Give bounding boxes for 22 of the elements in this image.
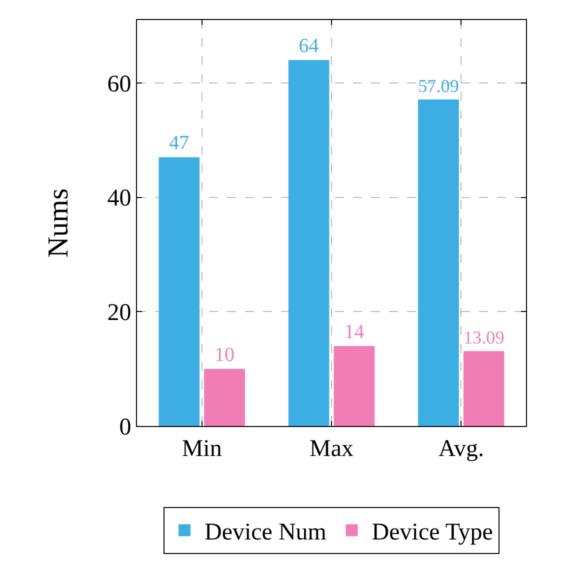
bar: [288, 60, 330, 426]
bar: [418, 100, 459, 426]
y-axis-title: Nums: [42, 188, 75, 258]
legend-label: Device Type: [372, 520, 493, 546]
data-label: 47: [169, 132, 190, 154]
x-tick-label: Min: [182, 436, 222, 462]
y-tick-label: 0: [119, 414, 132, 440]
bar: [334, 346, 375, 426]
y-tick-label: 20: [107, 300, 132, 326]
legend-label: Device Num: [204, 520, 327, 546]
data-label: 13.09: [463, 328, 504, 348]
bar: [158, 157, 200, 426]
y-tick-label: 60: [107, 71, 132, 98]
y-tick-label: 40: [107, 186, 132, 212]
x-tick-label: Max: [310, 436, 354, 462]
data-label: 10: [214, 344, 235, 366]
bar: [463, 351, 504, 426]
x-tick-label: Avg.: [438, 436, 484, 462]
data-label: 14: [344, 320, 364, 343]
data-label: 57.09: [418, 76, 459, 96]
bar: [204, 368, 245, 426]
data-label: 64: [298, 35, 319, 58]
